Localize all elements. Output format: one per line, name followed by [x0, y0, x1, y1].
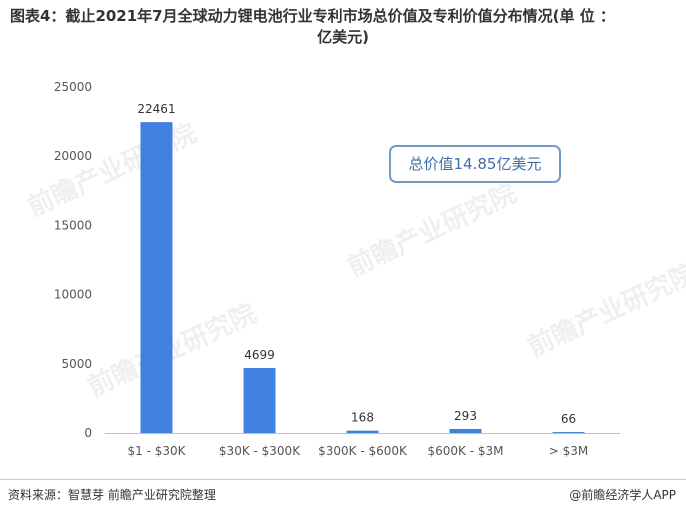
footer-divider: [0, 479, 686, 480]
data-label: 293: [454, 409, 477, 423]
x-tick-label: $30K - $300K: [219, 444, 301, 458]
bar: [449, 428, 482, 433]
y-tick-label: 5000: [61, 357, 92, 371]
data-label: 4699: [244, 348, 275, 362]
data-label: 168: [351, 411, 374, 425]
bar: [552, 432, 585, 434]
bar: [346, 430, 379, 433]
total-value-callout: 总价值14.85亿美元: [389, 145, 561, 183]
x-tick-label: $1 - $30K: [127, 444, 186, 458]
y-tick-label: 20000: [54, 149, 92, 163]
bar: [243, 367, 276, 433]
bar-chart: 0 5000 10000 15000 20000 25000 22461 $1 - $30K 4…: [54, 80, 620, 458]
y-tick-label: 15000: [54, 218, 92, 232]
data-label: 66: [561, 412, 576, 426]
x-tick-label: > $3M: [549, 444, 589, 458]
data-label: 22461: [137, 102, 175, 116]
x-tick-label: $300K - $600K: [318, 444, 408, 458]
chart-title-line1: 图表4：截止2021年7月全球动力锂电池行业专利市场总价值及专利价值分布情况(单…: [10, 7, 615, 25]
y-tick-label: 25000: [54, 80, 92, 94]
bar: [140, 122, 173, 433]
brand-credit: @前瞻经济学人APP: [569, 488, 676, 502]
source-note: 资料来源：智慧芽 前瞻产业研究院整理: [8, 488, 216, 502]
y-tick-label: 10000: [54, 288, 92, 302]
x-tick-label: $600K - $3M: [428, 444, 504, 458]
chart-title-line2: 亿美元): [317, 28, 369, 46]
chart-title: 图表4：截止2021年7月全球动力锂电池行业专利市场总价值及专利价值分布情况(单…: [10, 6, 676, 48]
y-tick-label: 0: [84, 426, 92, 440]
